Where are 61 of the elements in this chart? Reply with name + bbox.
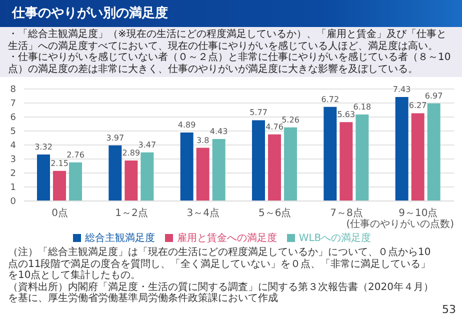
y-tick-label: 7 [10, 99, 16, 110]
x-tick-label: 1～2点 [115, 207, 148, 220]
data-label: 4.43 [210, 126, 228, 136]
text: ・「総合主観満足度」（※現在の生活にどの程度満足しているか）、「雇用と賃金」及び「仕事と生活」への満足度すべてにおいて、現在の仕事にやりがいを感じている人ほど、満足度は高い。 [8, 29, 446, 52]
y-tick-label: 1 [10, 183, 16, 194]
y-tick-label: 5 [10, 127, 16, 138]
data-label: 3.8 [196, 136, 210, 145]
data-label: 6.18 [353, 102, 372, 112]
bar [196, 148, 210, 201]
chart-title: 仕事のやりがい別の満足度 [12, 6, 168, 21]
bar [53, 170, 66, 201]
bar [124, 160, 138, 201]
bar [340, 122, 353, 201]
data-label: 6.97 [424, 91, 443, 100]
bar [411, 113, 424, 201]
bar [284, 127, 297, 201]
x-tick-label: 0点 [52, 207, 68, 220]
x-tick-label: 7～8点 [330, 207, 363, 220]
y-tick-label: 6 [10, 113, 16, 124]
data-label: 6.72 [321, 94, 340, 104]
data-label: 5.26 [282, 115, 300, 124]
bar [140, 152, 154, 201]
data-label: 2.89 [122, 148, 140, 158]
data-label: 7.43 [392, 84, 411, 94]
bar [108, 145, 122, 201]
bar [395, 96, 408, 201]
text: 53 [442, 303, 456, 316]
text: （注）「総合主観満足度」は「現在の生活にどの程度満足しているか」について、０点から10点の11段階で満足の度合を質問し、「全く満足していない」を０点、「非常に満足している」を10点として集計したもの。 [8, 247, 431, 281]
bar [252, 120, 265, 201]
bar [69, 162, 82, 201]
legend-label: WLBへの満足度 [298, 233, 372, 244]
data-label: 2.76 [66, 150, 84, 160]
bar [356, 114, 369, 201]
bar [427, 103, 440, 201]
y-tick-label: 8 [10, 85, 16, 96]
data-label: 5.63 [337, 110, 356, 120]
x-tick-label: 9～10点 [398, 207, 438, 220]
x-tick-label: 5～6点 [258, 207, 292, 220]
data-label: 3.97 [106, 133, 124, 142]
y-tick-label: 4 [10, 141, 16, 152]
text: （資料出所）内閣府「満足度・生活の質に関する調査」に関する第３次報告書（2020年４月）を基に、厚生労働省労働基準局労働条件政策課において作成 [8, 282, 434, 304]
x-axis-title: (仕事のやりがいの点数) [346, 218, 454, 230]
data-label: 6.27 [408, 101, 427, 110]
bar [324, 106, 337, 201]
legend-label: 雇用と賃金への満足度 [176, 233, 277, 244]
bar [212, 138, 226, 201]
text: ・仕事にやりがいを感じていない者（０～２点）と非常に仕事にやりがいを感じている者（８～10点）の満足度の差は非常に大きく、仕事のやりがいが満足度に大きな影響を及ぼしている。 [8, 52, 451, 74]
bar [268, 134, 281, 201]
legend-label: 総合主観満足度 [84, 233, 155, 244]
data-label: 5.77 [250, 108, 268, 118]
data-label: 3.47 [138, 140, 156, 150]
data-label: 4.76 [266, 122, 284, 132]
x-tick-label: 3～4点 [186, 207, 220, 220]
data-label: 4.89 [178, 120, 196, 130]
data-label: 2.15 [50, 158, 68, 168]
y-tick-label: 3 [10, 155, 16, 166]
data-label: 3.32 [34, 142, 52, 152]
y-tick-label: 0 [10, 197, 16, 208]
y-tick-label: 2 [10, 169, 16, 180]
bar [37, 154, 50, 201]
bar [180, 132, 194, 201]
